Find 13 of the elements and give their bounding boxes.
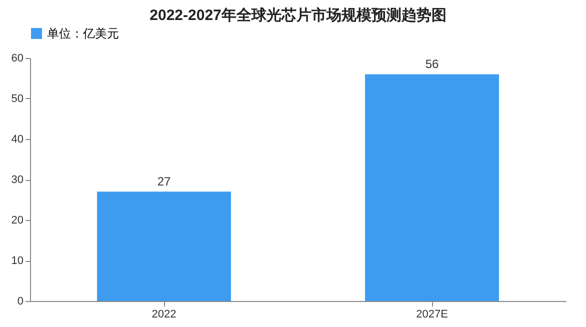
y-tick-label: 20 xyxy=(11,214,24,226)
legend-label: 单位：亿美元 xyxy=(47,26,119,40)
y-tick-label: 30 xyxy=(11,174,24,186)
y-tick-label: 50 xyxy=(11,93,24,105)
x-tick-label: 2022 xyxy=(152,308,176,320)
y-tick-label: 60 xyxy=(11,52,24,64)
data-label: 56 xyxy=(425,57,439,72)
data-label: 27 xyxy=(157,174,171,189)
x-tick-label: 2027E xyxy=(416,308,448,320)
y-tick-label: 0 xyxy=(17,296,24,308)
chart-title: 2022-2027年全球光芯片市场规模预测趋势图 xyxy=(150,6,446,24)
y-tick-label: 40 xyxy=(11,134,24,146)
y-tick-label: 10 xyxy=(11,255,24,267)
